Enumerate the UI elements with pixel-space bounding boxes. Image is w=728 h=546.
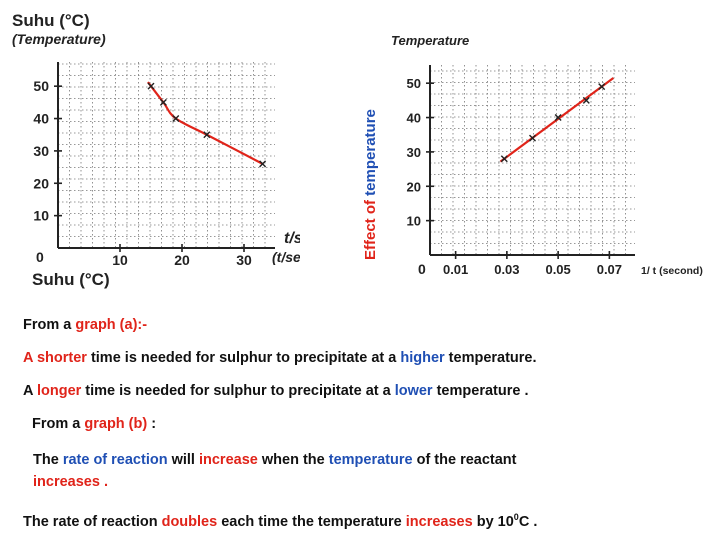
graph-b-data-point xyxy=(529,134,536,142)
text-shorter-time-b: time is needed for sulphur to precipitat… xyxy=(86,350,401,366)
graph-b-x-tick-label: 0.01 xyxy=(443,262,468,277)
text-graph-b-heading-b: graph (b) xyxy=(84,416,148,432)
graph-b-x-tick-label: 0.05 xyxy=(545,262,570,277)
text-rate-increase-d: increase xyxy=(198,452,258,468)
graph-b-x-tick-label: 0.03 xyxy=(494,262,519,277)
text-longer-time-c: time is needed for sulphur to precipitat… xyxy=(81,383,395,399)
graph-a-y-tick-label: 20 xyxy=(33,175,49,191)
graph-a-title: Suhu (°C) xyxy=(12,11,90,30)
graph-b-y-ticks: 10 20 30 40 50 xyxy=(407,76,434,229)
graph-a-x-tick-label: 10 xyxy=(112,252,128,268)
text-rate-doubles-d: increases xyxy=(405,513,473,530)
text-graph-b-heading: From a graph (b) : xyxy=(32,416,156,432)
side-title-part2: temperature xyxy=(362,109,379,196)
graph-a-x-tick-label: 30 xyxy=(236,252,252,268)
graph-a-origin-label: 0 xyxy=(36,249,44,265)
text-increases: increases . xyxy=(33,474,108,490)
graph-b-data-point xyxy=(554,114,562,122)
text-graph-b-heading-a: From a xyxy=(32,416,85,432)
text-graph-a-heading: From a graph (a):- xyxy=(23,317,147,333)
graph-b-origin-label: 0 xyxy=(418,261,426,277)
text-rate-increase-f: temperature xyxy=(328,452,413,468)
text-shorter-time-a: A shorter xyxy=(23,350,87,366)
graph-b-line xyxy=(499,77,615,163)
text-shorter-time-d: temperature. xyxy=(444,350,537,366)
graph-a: Suhu (°C) (Temperature) 10 20 30 40 50 10 20 3… xyxy=(12,11,300,289)
text-rate-doubles-f: C . xyxy=(518,513,538,530)
graph-a-points xyxy=(147,82,267,168)
graph-b-y-tick-label: 10 xyxy=(407,214,421,229)
graph-a-y-label-bottom: Suhu (°C) xyxy=(32,270,110,289)
text-rate-doubles-e: by 10 xyxy=(472,513,514,530)
graph-a-y-ticks: 10 20 30 40 50 xyxy=(33,78,62,224)
text-rate-increase-g: of the reactant xyxy=(412,452,517,468)
text-longer-time: A longer time is needed for sulphur to p… xyxy=(23,383,528,399)
text-rate-increase-a: The xyxy=(33,452,63,468)
text-rate-doubles-sup: 0 xyxy=(513,512,519,522)
graph-a-data-point xyxy=(159,98,167,106)
text-rate-increase-b: rate of reaction xyxy=(62,452,168,468)
graph-b-data-point xyxy=(598,83,606,91)
graph-a-y-tick-label: 30 xyxy=(33,143,49,159)
graph-a-subtitle: (Temperature) xyxy=(12,31,106,47)
graph-b-y-tick-label: 40 xyxy=(407,111,421,126)
graph-b-y-tick-label: 30 xyxy=(407,145,421,160)
text-graph-b-heading-c: : xyxy=(147,416,157,432)
graph-b-data-point xyxy=(582,96,590,104)
text-graph-a-heading-prefix: From a xyxy=(23,317,76,333)
text-increases-a: increases . xyxy=(33,474,108,490)
text-shorter-time: A shorter time is needed for sulphur to … xyxy=(23,350,537,366)
text-rate-increase-e: when the xyxy=(257,452,329,468)
side-title-part1: Effect of xyxy=(362,196,379,260)
graph-b-title: Temperature xyxy=(391,33,469,48)
graph-a-curve xyxy=(147,81,264,165)
graph-a-x-label-sub: (t/second) xyxy=(272,249,300,265)
graph-a-x-tick-label: 20 xyxy=(174,252,190,268)
text-rate-doubles-a: The rate of reaction xyxy=(23,513,162,530)
graph-b-grid xyxy=(430,65,635,255)
graph-b-y-tick-label: 20 xyxy=(407,179,421,194)
text-rate-increase: The rate of reaction will increase when … xyxy=(33,452,517,468)
graph-b-x-ticks: 0.01 0.03 0.05 0.07 xyxy=(443,251,622,277)
graph-a-x-label: t/saat xyxy=(284,230,300,247)
graph-a-data-point xyxy=(203,131,211,139)
text-longer-time-e: temperature . xyxy=(432,383,529,399)
text-longer-time-a: A xyxy=(23,383,37,399)
svg-text:Effect of temperature: Effect of temperature xyxy=(362,109,379,260)
text-rate-doubles-b: doubles xyxy=(161,513,218,530)
graph-a-x-ticks: 10 20 30 xyxy=(112,244,252,268)
graph-a-data-point xyxy=(147,82,155,90)
graph-a-y-tick-label: 50 xyxy=(33,78,49,94)
graph-b-points xyxy=(500,83,606,163)
text-shorter-time-c: higher xyxy=(400,350,445,366)
graph-a-y-tick-label: 10 xyxy=(33,208,49,224)
graph-b-x-label: 1/ t (second) xyxy=(641,265,703,277)
text-graph-a-heading-highlight: graph (a):- xyxy=(75,317,148,333)
graph-a-data-point xyxy=(172,115,180,123)
graph-a-y-tick-label: 40 xyxy=(33,111,49,127)
side-title: Effect of temperature xyxy=(362,109,379,260)
graph-b-data-point xyxy=(500,155,508,163)
graph-b-x-tick-label: 0.07 xyxy=(597,262,622,277)
graph-a-data-point xyxy=(259,160,267,168)
text-rate-doubles: The rate of reaction doubles each time t… xyxy=(23,512,537,530)
text-longer-time-b: longer xyxy=(36,383,82,399)
graph-b-y-tick-label: 50 xyxy=(407,76,421,91)
text-rate-increase-c: will xyxy=(167,452,199,468)
graph-a-grid xyxy=(58,62,275,248)
text-rate-doubles-c: each time the temperature xyxy=(217,513,406,530)
text-longer-time-d: lower xyxy=(394,383,433,399)
